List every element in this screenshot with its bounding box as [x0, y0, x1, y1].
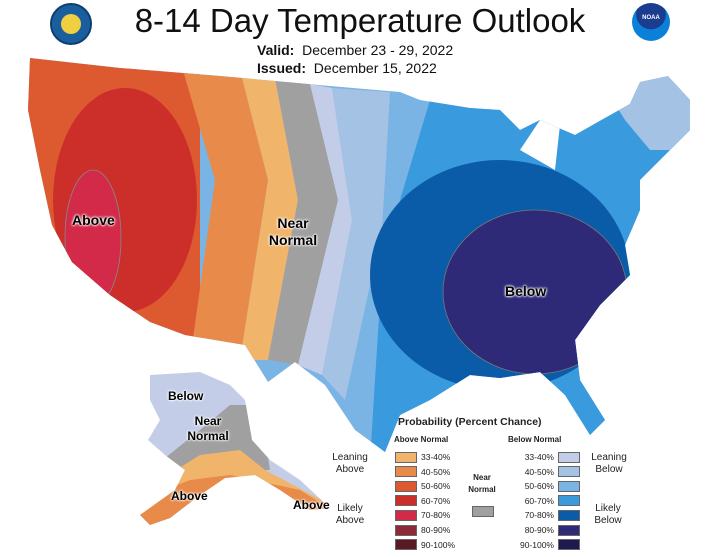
legend-below-33-40%: 33-40%: [518, 451, 580, 463]
probability-legend: Probability (Percent Chance) Above Norma…: [322, 414, 627, 557]
legend-swatch: [558, 509, 580, 521]
likely-below-label: Likely Below: [594, 503, 622, 526]
label-near-normal: Near Normal: [268, 215, 318, 248]
legend-above-60-70%: 60-70%: [395, 495, 450, 507]
legend-range: 70-80%: [421, 510, 451, 521]
legend-above-80-90%: 80-90%: [395, 524, 450, 536]
conus-map: [28, 58, 690, 452]
legend-below-70-80%: 70-80%: [518, 509, 580, 521]
legend-above-70-80%: 70-80%: [395, 509, 450, 521]
label-ak-below: Below: [168, 389, 204, 403]
label-ak-above-se: Above: [293, 498, 330, 512]
legend-range: 50-60%: [524, 481, 554, 492]
page-title: 8-14 Day Temperature Outlook: [134, 2, 586, 39]
label-ak-near: Near Normal: [187, 414, 229, 443]
legend-above-33-40%: 33-40%: [395, 451, 450, 463]
issued-date: Issued: December 15, 2022: [257, 60, 437, 76]
legend-swatch: [558, 524, 580, 536]
legend-above-90-100%: 90-100%: [395, 539, 455, 551]
legend-range: 33-40%: [421, 452, 451, 462]
legend-below-40-50%: 40-50%: [518, 466, 580, 478]
below-header: Below Normal: [508, 435, 562, 444]
near-normal-swatch: [472, 506, 494, 517]
legend-swatch: [395, 451, 417, 463]
legend-range: 40-50%: [421, 466, 451, 477]
legend-below-80-90%: 80-90%: [518, 524, 580, 536]
legend-swatch: [558, 451, 580, 463]
legend-swatch: [558, 466, 580, 478]
legend-above-40-50%: 40-50%: [395, 466, 450, 478]
noaa-logo: NOAA: [632, 3, 670, 41]
legend-swatch: [395, 524, 417, 536]
legend-swatch: [558, 480, 580, 492]
legend-range: 60-70%: [421, 495, 451, 506]
legend-swatch: [395, 480, 417, 492]
legend-swatch: [395, 509, 417, 521]
issued-value: December 15, 2022: [313, 60, 437, 76]
issued-label: Issued:: [257, 60, 307, 76]
likely-above-label: Likely Above: [335, 503, 365, 526]
legend-range: 80-90%: [421, 525, 451, 535]
legend-title: Probability (Percent Chance): [398, 416, 542, 428]
legend-range: 40-50%: [524, 466, 554, 477]
above-header: Above Normal: [394, 435, 449, 444]
legend-swatch: [395, 495, 417, 507]
valid-label: Valid:: [257, 42, 295, 58]
leaning-below-label: Leaning Below: [591, 452, 627, 475]
label-ak-above: Above: [171, 489, 208, 503]
legend-swatch: [395, 466, 417, 478]
legend-range: 60-70%: [524, 495, 554, 506]
doc-seal-logo: [50, 3, 92, 45]
legend-below-50-60%: 50-60%: [518, 480, 580, 492]
legend-swatch: [558, 539, 580, 551]
label-above-west: Above: [72, 212, 115, 228]
legend-range: 80-90%: [524, 525, 554, 535]
valid-value: December 23 - 29, 2022: [302, 42, 454, 58]
label-below-east: Below: [505, 283, 547, 299]
legend-swatch: [395, 539, 417, 551]
legend-range: 90-100%: [421, 539, 456, 550]
legend-below-90-100%: 90-100%: [518, 539, 580, 551]
legend-swatch: [558, 495, 580, 507]
near-normal-label: Near Normal: [468, 473, 496, 494]
valid-dates: Valid: December 23 - 29, 2022: [257, 42, 453, 58]
leaning-above-label: Leaning Above: [332, 452, 368, 475]
legend-above-50-60%: 50-60%: [395, 480, 450, 492]
legend-range: 33-40%: [524, 452, 554, 462]
legend-range: 90-100%: [519, 539, 554, 550]
legend-range: 50-60%: [421, 481, 451, 492]
legend-below-60-70%: 60-70%: [518, 495, 580, 507]
legend-range: 70-80%: [524, 510, 554, 521]
